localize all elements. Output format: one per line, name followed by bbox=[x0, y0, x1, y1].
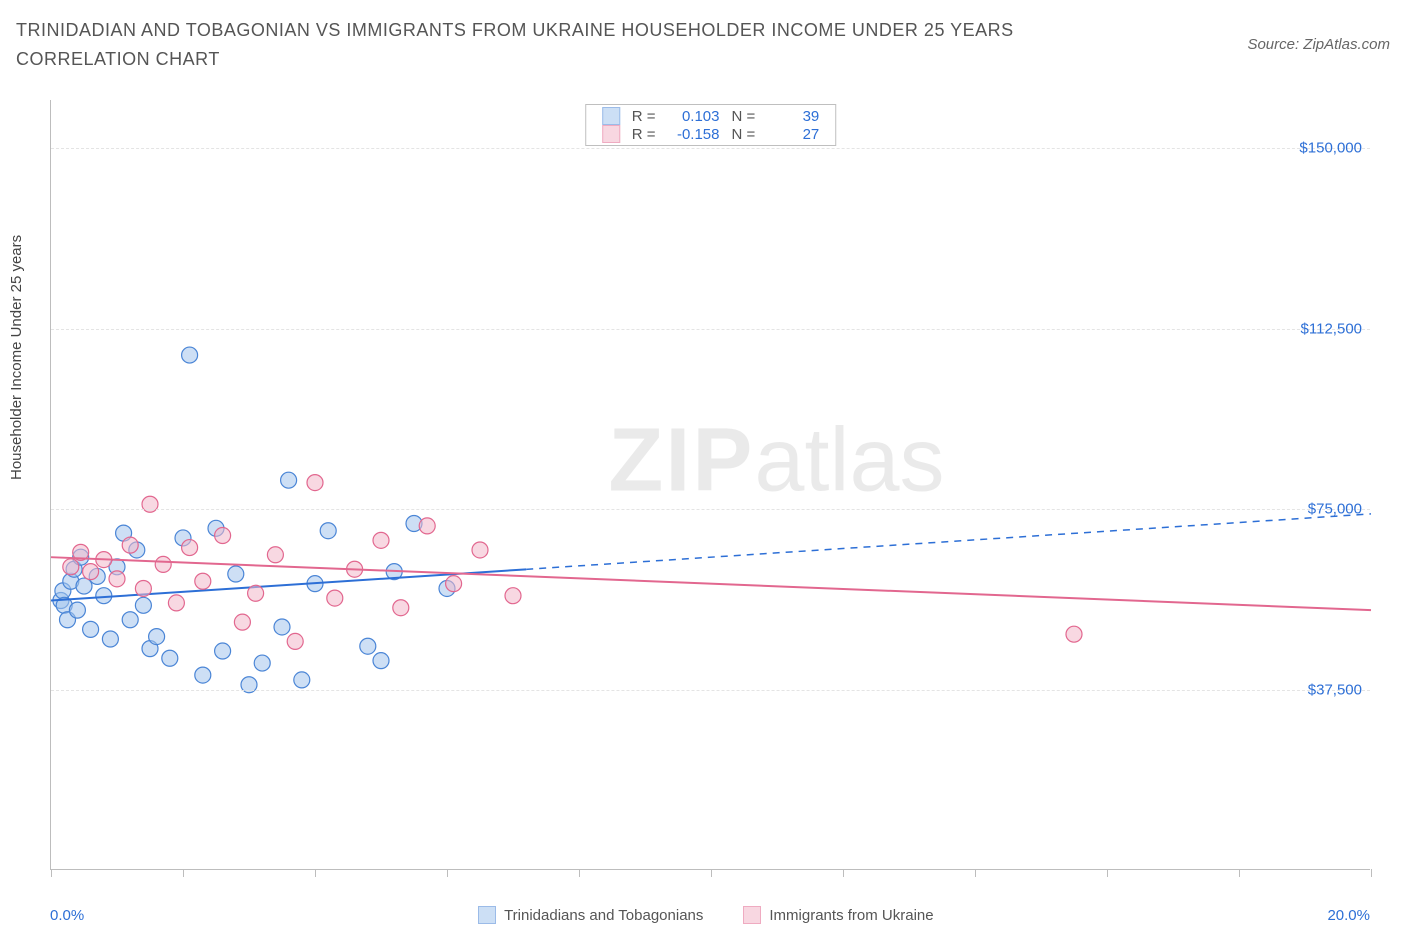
data-point bbox=[472, 542, 488, 558]
x-tick bbox=[711, 869, 712, 877]
gridline bbox=[51, 329, 1370, 330]
scatter-svg bbox=[51, 100, 1370, 869]
stat-value-r: -0.158 bbox=[668, 126, 720, 143]
stats-legend: R = 0.103 N = 39 R = -0.158 N = 27 bbox=[585, 104, 837, 146]
data-point bbox=[360, 638, 376, 654]
stat-label-r: R = bbox=[632, 126, 656, 143]
data-point bbox=[122, 537, 138, 553]
data-point bbox=[373, 532, 389, 548]
data-point bbox=[419, 518, 435, 534]
legend-swatch bbox=[743, 906, 761, 924]
chart-plot-area: ZIPatlas R =0.103N =39R =-0.158N =27 $37… bbox=[50, 100, 1370, 870]
data-point bbox=[135, 580, 151, 596]
x-tick bbox=[1107, 869, 1108, 877]
data-point bbox=[320, 523, 336, 539]
x-tick bbox=[843, 869, 844, 877]
y-tick-label: $75,000 bbox=[1308, 501, 1362, 518]
data-point bbox=[83, 621, 99, 637]
stat-label-n: N = bbox=[732, 108, 756, 125]
data-point bbox=[63, 559, 79, 575]
data-point bbox=[76, 578, 92, 594]
y-tick-label: $150,000 bbox=[1299, 140, 1362, 157]
stat-value-n: 27 bbox=[767, 126, 819, 143]
regression-line-dashed bbox=[526, 514, 1371, 569]
data-point bbox=[1066, 626, 1082, 642]
legend-swatch bbox=[478, 906, 496, 924]
y-tick-label: $37,500 bbox=[1308, 681, 1362, 698]
data-point bbox=[102, 631, 118, 647]
y-axis-label: Householder Income Under 25 years bbox=[8, 235, 25, 480]
data-point bbox=[215, 528, 231, 544]
data-point bbox=[195, 573, 211, 589]
x-tick bbox=[51, 869, 52, 877]
data-point bbox=[162, 650, 178, 666]
x-axis-row: 0.0% Trinidadians and Tobagonians Immigra… bbox=[50, 906, 1370, 924]
series-legend: Trinidadians and Tobagonians Immigrants f… bbox=[478, 906, 934, 924]
gridline bbox=[51, 509, 1370, 510]
data-point bbox=[446, 576, 462, 592]
source-attribution: Source: ZipAtlas.com bbox=[1247, 36, 1390, 53]
legend-label: Trinidadians and Tobagonians bbox=[504, 907, 703, 924]
gridline bbox=[51, 148, 1370, 149]
data-point bbox=[182, 540, 198, 556]
x-tick bbox=[1239, 869, 1240, 877]
data-point bbox=[267, 547, 283, 563]
stats-legend-row: R = 0.103 N = 39 bbox=[586, 107, 836, 125]
data-point bbox=[248, 585, 264, 601]
data-point bbox=[168, 595, 184, 611]
regression-line-solid bbox=[51, 557, 1371, 610]
gridline bbox=[51, 690, 1370, 691]
data-point bbox=[122, 612, 138, 628]
x-tick bbox=[315, 869, 316, 877]
legend-item: Trinidadians and Tobagonians bbox=[478, 906, 703, 924]
x-tick bbox=[447, 869, 448, 877]
data-point bbox=[109, 571, 125, 587]
y-tick-label: $112,500 bbox=[1301, 320, 1362, 337]
x-tick bbox=[579, 869, 580, 877]
x-tick bbox=[975, 869, 976, 877]
legend-swatch bbox=[602, 125, 620, 143]
stat-value-n: 39 bbox=[767, 108, 819, 125]
stat-label-n: N = bbox=[732, 126, 756, 143]
data-point bbox=[182, 347, 198, 363]
data-point bbox=[135, 597, 151, 613]
data-point bbox=[373, 653, 389, 669]
x-tick bbox=[183, 869, 184, 877]
data-point bbox=[83, 564, 99, 580]
stat-label-r: R = bbox=[632, 108, 656, 125]
data-point bbox=[393, 600, 409, 616]
data-point bbox=[287, 633, 303, 649]
x-min-label: 0.0% bbox=[50, 907, 84, 924]
data-point bbox=[274, 619, 290, 635]
data-point bbox=[307, 475, 323, 491]
data-point bbox=[195, 667, 211, 683]
data-point bbox=[149, 629, 165, 645]
chart-title: TRINIDADIAN AND TOBAGONIAN VS IMMIGRANTS… bbox=[16, 16, 1116, 74]
data-point bbox=[69, 602, 85, 618]
data-point bbox=[228, 566, 244, 582]
data-point bbox=[327, 590, 343, 606]
x-tick bbox=[1371, 869, 1372, 877]
data-point bbox=[254, 655, 270, 671]
data-point bbox=[505, 588, 521, 604]
data-point bbox=[215, 643, 231, 659]
legend-item: Immigrants from Ukraine bbox=[743, 906, 933, 924]
data-point bbox=[234, 614, 250, 630]
legend-label: Immigrants from Ukraine bbox=[769, 907, 933, 924]
legend-swatch bbox=[602, 107, 620, 125]
stat-value-r: 0.103 bbox=[668, 108, 720, 125]
stats-legend-row: R = -0.158 N = 27 bbox=[586, 125, 836, 143]
x-max-label: 20.0% bbox=[1327, 907, 1370, 924]
data-point bbox=[281, 472, 297, 488]
data-point bbox=[294, 672, 310, 688]
data-point bbox=[155, 556, 171, 572]
